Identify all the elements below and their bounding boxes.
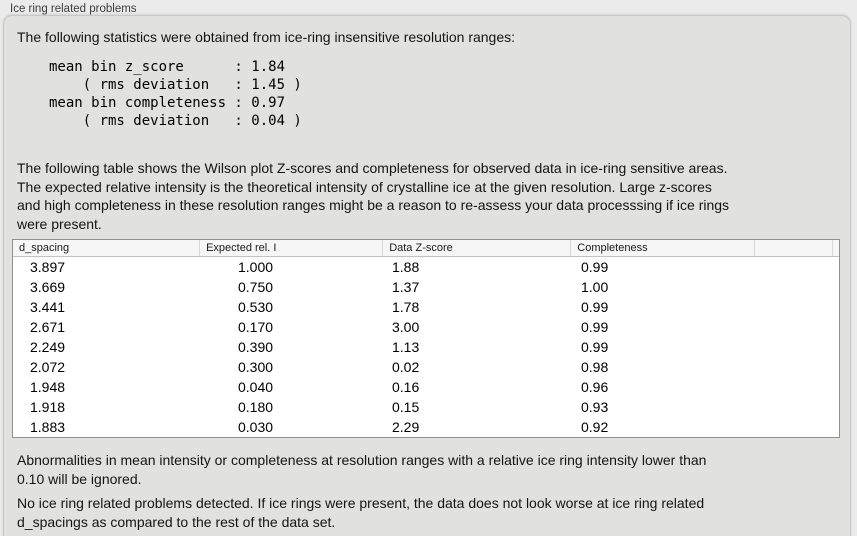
table-cell: 0.02 (392, 359, 420, 375)
table-cell: 1.13 (392, 339, 420, 355)
table-cell: 0.180 (238, 399, 274, 415)
table-cell: 1.78 (392, 299, 420, 315)
table-header-row: d_spacing Expected rel. I Data Z-score C… (13, 240, 839, 257)
table-row[interactable]: 3.897 1.000 1.88 0.99 (13, 257, 839, 277)
table-row[interactable]: 1.948 0.040 0.16 0.96 (13, 377, 839, 397)
table-description: The following table shows the Wilson plo… (17, 160, 730, 232)
conclusion-text: No ice ring related problems detected. I… (17, 495, 705, 530)
table-cell: 0.99 (581, 299, 609, 315)
ignore-note: Abnormalities in mean intensity or compl… (17, 452, 707, 487)
column-header-completeness[interactable]: Completeness (571, 240, 756, 256)
table-cell: 0.15 (392, 399, 420, 415)
table-cell: 3.441 (30, 299, 66, 315)
ice-ring-table: d_spacing Expected rel. I Data Z-score C… (12, 239, 840, 438)
table-cell: 1.37 (392, 279, 420, 295)
table-row[interactable]: 1.918 0.180 0.15 0.93 (13, 397, 839, 417)
table-cell: 1.88 (392, 259, 420, 275)
ice-ring-panel: The following statistics were obtained f… (3, 15, 851, 536)
table-cell: 0.750 (238, 279, 274, 295)
table-row[interactable]: 3.669 0.750 1.37 1.00 (13, 277, 839, 297)
table-cell: 0.390 (238, 339, 274, 355)
table-cell: 2.29 (392, 419, 420, 435)
table-cell: 2.671 (30, 319, 66, 335)
table-cell: 0.99 (581, 319, 609, 335)
table-cell: 0.93 (581, 399, 609, 415)
table-cell: 1.918 (30, 399, 66, 415)
table-cell: 0.99 (581, 259, 609, 275)
table-cell: 3.669 (30, 279, 66, 295)
column-header-expected-rel-i[interactable]: Expected rel. I (200, 240, 384, 256)
table-cell: 0.030 (238, 419, 274, 435)
table-cell: 0.040 (238, 379, 274, 395)
column-header-data-z-score[interactable]: Data Z-score (383, 240, 572, 256)
column-header-empty[interactable] (755, 240, 833, 256)
table-row[interactable]: 2.072 0.300 0.02 0.98 (13, 357, 839, 377)
ice-ring-table-body: 3.897 1.000 1.88 0.99 3.669 0.750 1.37 1.00 3.44… (13, 257, 839, 437)
table-cell: 0.99 (581, 339, 609, 355)
table-cell: 0.92 (581, 419, 609, 435)
table-cell: 2.072 (30, 359, 66, 375)
table-cell: 3.897 (30, 259, 66, 275)
table-cell: 3.00 (392, 319, 420, 335)
table-cell: 1.948 (30, 379, 66, 395)
table-cell: 0.300 (238, 359, 274, 375)
table-cell: 1.00 (581, 279, 609, 295)
intro-text: The following statistics were obtained f… (17, 29, 516, 45)
panel-title: Ice ring related problems (10, 3, 137, 15)
table-cell: 0.98 (581, 359, 609, 375)
table-cell: 2.249 (30, 339, 66, 355)
table-row[interactable]: 3.441 0.530 1.78 0.99 (13, 297, 839, 317)
table-cell: 0.170 (238, 319, 274, 335)
table-cell: 1.883 (30, 419, 66, 435)
column-header-filler (833, 240, 839, 256)
table-row[interactable]: 2.671 0.170 3.00 0.99 (13, 317, 839, 337)
table-cell: 1.000 (238, 259, 274, 275)
table-cell: 0.16 (392, 379, 420, 395)
table-row[interactable]: 1.883 0.030 2.29 0.92 (13, 417, 839, 437)
table-row[interactable]: 2.249 0.390 1.13 0.99 (13, 337, 839, 357)
stats-block: mean bin z_score : 1.84 ( rms deviation … (49, 59, 302, 129)
table-cell: 0.96 (581, 379, 609, 395)
table-cell: 0.530 (238, 299, 274, 315)
column-header-d-spacing[interactable]: d_spacing (13, 240, 201, 256)
